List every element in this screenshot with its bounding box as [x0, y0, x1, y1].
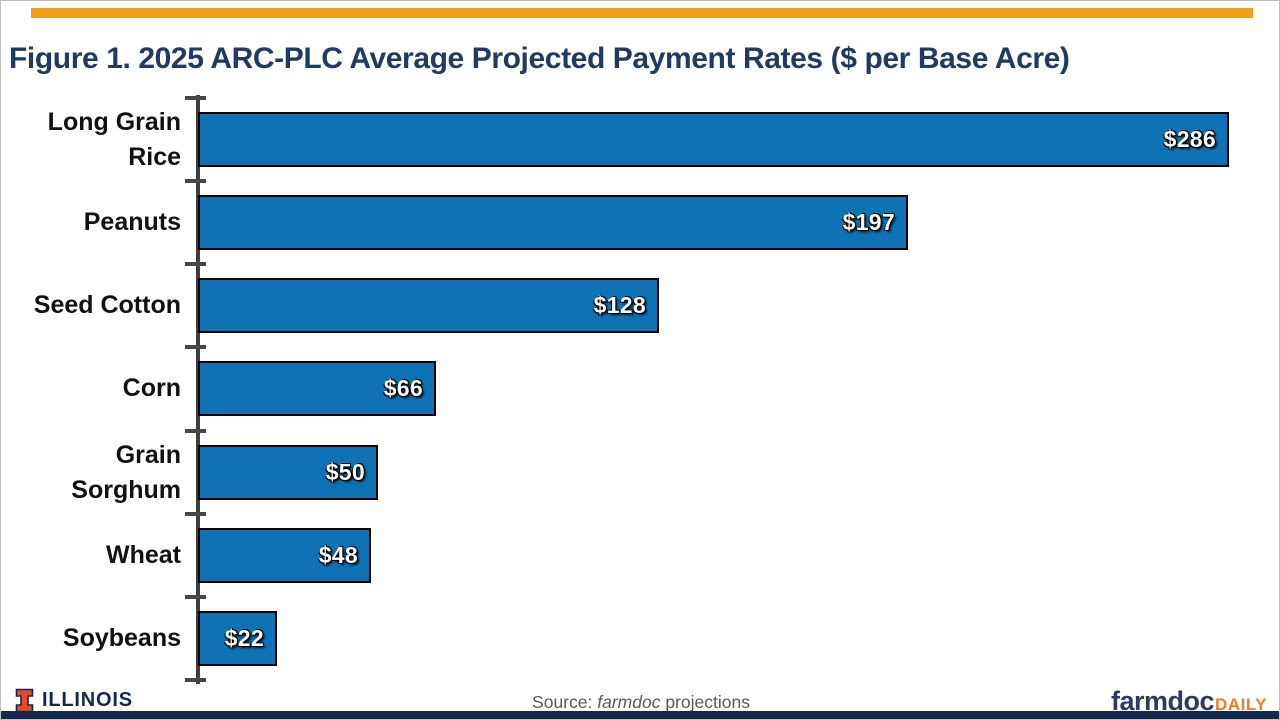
figure-title: Figure 1. 2025 ARC-PLC Average Projected… — [9, 42, 1070, 75]
category-label-line: Grain — [115, 440, 181, 469]
category-label: Wheat — [1, 514, 198, 597]
bar-value-label: $48 — [318, 542, 358, 568]
category-label: Long Grain Rice — [1, 98, 198, 181]
category-label-line: Rice — [128, 142, 181, 171]
chart-row: Seed Cotton $128 — [1, 264, 1280, 347]
chart-row: Peanuts $197 — [1, 181, 1280, 264]
source-text: Source: farmdoc projections — [1, 692, 1280, 713]
chart-row: Long Grain Rice $286 — [1, 98, 1280, 181]
source-suffix: projections — [660, 692, 750, 712]
axis-tick — [185, 179, 206, 183]
axis-tick — [185, 262, 206, 266]
axis-tick — [185, 678, 206, 682]
category-label: Grain Sorghum — [1, 431, 198, 514]
daily-wordmark: DAILY — [1215, 695, 1267, 714]
category-label: Soybeans — [1, 597, 198, 680]
category-label-line: Peanuts — [83, 208, 181, 236]
payment-rates-bar-chart: Long Grain Rice $286 Peanuts $197 Seed Cotton… — [1, 95, 1280, 684]
chart-row: Corn $66 — [1, 347, 1280, 430]
bar-value-label: $66 — [383, 375, 423, 401]
bar-value-label: $197 — [842, 209, 895, 235]
category-label-line: Wheat — [106, 541, 181, 569]
illinois-wordmark: ILLINOIS — [42, 689, 133, 711]
source-farmdoc-italic: farmdoc — [597, 692, 661, 712]
category-label-line: Seed Cotton — [33, 291, 181, 319]
top-accent-bar — [31, 8, 1253, 18]
axis-tick — [185, 512, 206, 516]
chart-row: Grain Sorghum $50 — [1, 431, 1280, 514]
bar: $128 — [198, 278, 659, 333]
axis-tick — [185, 429, 206, 433]
bar: $66 — [198, 361, 436, 416]
category-label-line: Sorghum — [71, 475, 181, 504]
axis-tick — [185, 595, 206, 599]
axis-tick — [185, 345, 206, 349]
source-prefix: Source: — [532, 692, 598, 712]
bar-value-label: $22 — [224, 625, 264, 651]
bar-value-label: $286 — [1163, 126, 1216, 152]
category-label-line: Long Grain — [47, 107, 181, 136]
bar: $48 — [198, 528, 371, 583]
category-label: Peanuts — [1, 181, 198, 264]
chart-row: Soybeans $22 — [1, 597, 1280, 680]
bottom-accent-bar — [1, 711, 1279, 719]
chart-row: Wheat $48 — [1, 514, 1280, 597]
bar: $197 — [198, 195, 908, 250]
category-label-line: Soybeans — [62, 624, 181, 652]
category-label-line: Corn — [122, 374, 181, 402]
category-label: Seed Cotton — [1, 264, 198, 347]
category-label: Corn — [1, 347, 198, 430]
bar-value-label: $128 — [593, 292, 646, 318]
bar: $286 — [198, 112, 1229, 167]
footer: ILLINOIS Source: farmdoc projections far… — [1, 686, 1280, 716]
bar: $22 — [198, 611, 277, 666]
bar: $50 — [198, 445, 378, 500]
axis-tick — [185, 96, 206, 100]
bar-value-label: $50 — [325, 459, 365, 485]
